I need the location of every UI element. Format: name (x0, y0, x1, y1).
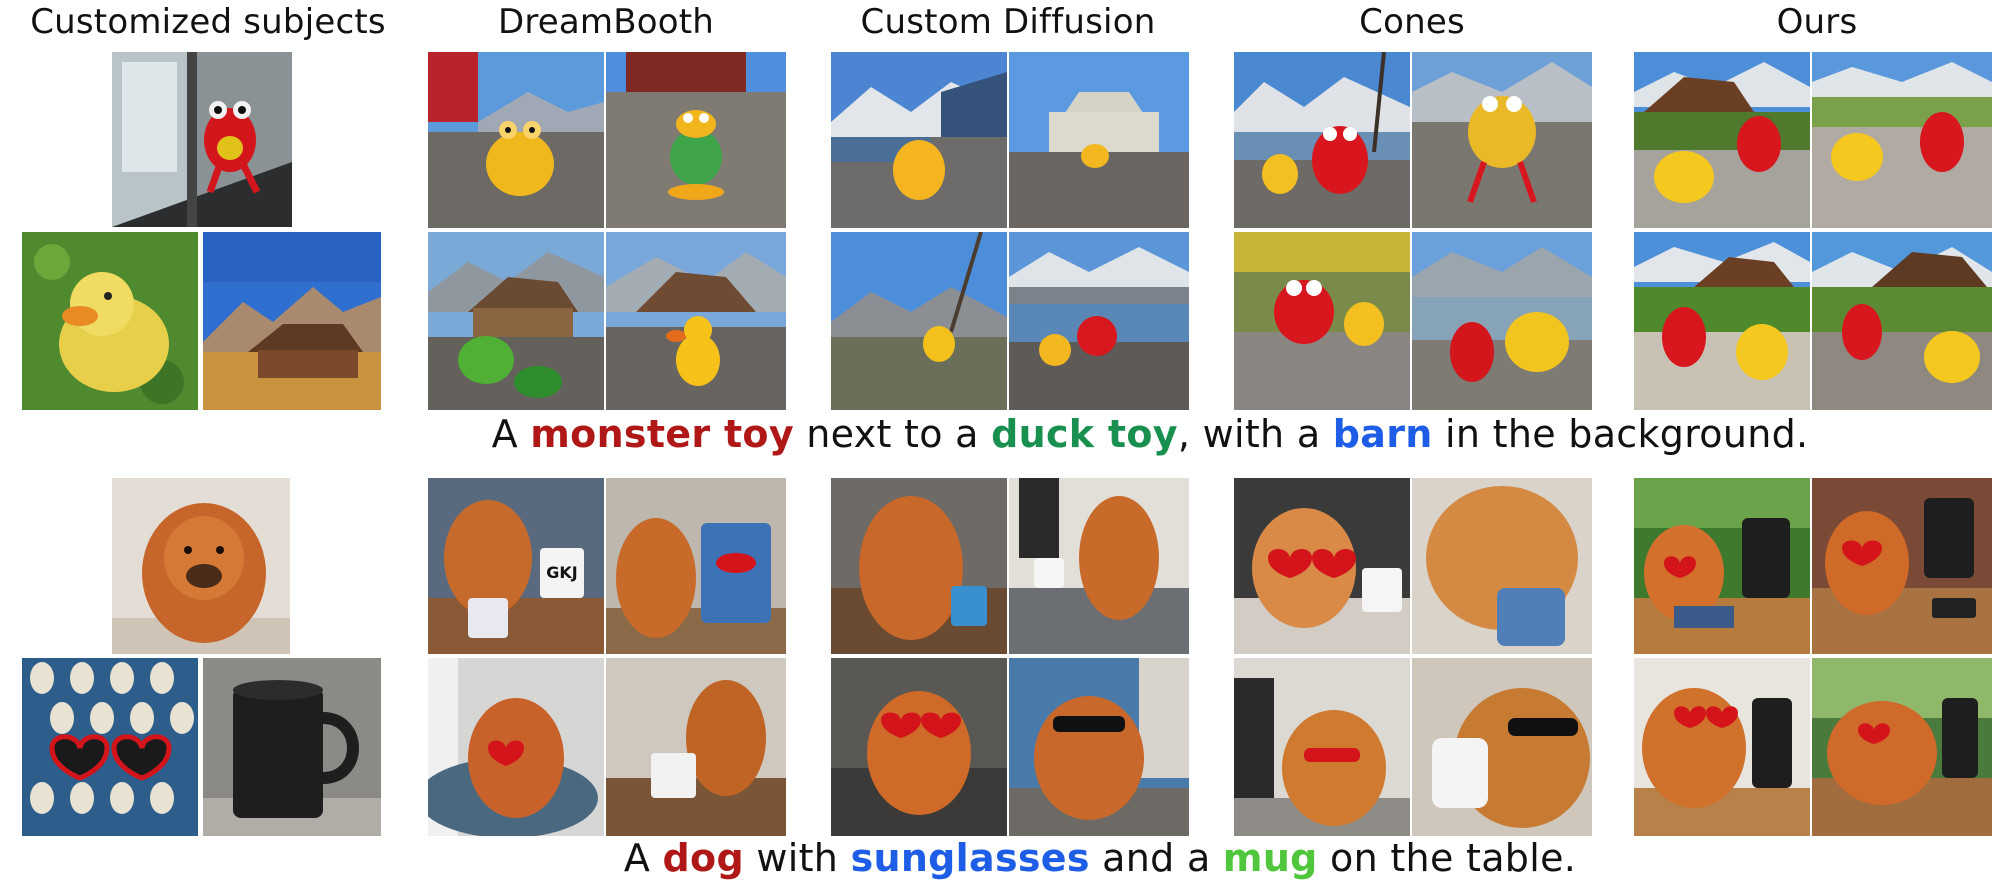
header-dreambooth: DreamBooth (497, 2, 715, 42)
subject-image-mug (203, 658, 381, 836)
result-ours-dog-1 (1634, 478, 1810, 654)
result-dreambooth-2 (606, 52, 786, 228)
result-ours-3 (1634, 232, 1810, 410)
result-cones-1 (1234, 52, 1410, 228)
result-dreambooth-4 (606, 232, 786, 410)
subject-image-dog (112, 478, 290, 654)
caption-row-2-text-1: A (623, 836, 663, 880)
subject-image-duck-toy (22, 232, 198, 410)
subject-image-monster-toy (112, 52, 292, 227)
caption-row-1-text-3: , with a (1177, 412, 1333, 456)
result-custom-diffusion-dog-3 (831, 658, 1007, 836)
result-cones-dog-4 (1412, 658, 1592, 836)
header-customized-subjects: Customized subjects (30, 2, 386, 42)
caption-row-2-text-3: and a (1089, 836, 1223, 880)
result-ours-dog-2 (1812, 478, 1992, 654)
caption-row-1-monster-toy: monster toy (530, 412, 794, 456)
caption-row-2-mug: mug (1222, 836, 1318, 880)
result-ours-1 (1634, 52, 1810, 228)
result-ours-dog-3 (1634, 658, 1810, 836)
result-ours-2 (1812, 52, 1992, 228)
result-dreambooth-dog-2 (606, 478, 786, 654)
result-dreambooth-dog-4 (606, 658, 786, 836)
result-cones-dog-1 (1234, 478, 1410, 654)
caption-row-2-text-2: with (743, 836, 851, 880)
header-cones: Cones (1359, 2, 1465, 42)
result-custom-diffusion-4 (1009, 232, 1189, 410)
result-ours-dog-4 (1812, 658, 1992, 836)
result-custom-diffusion-2 (1009, 52, 1189, 228)
caption-row-2-sunglasses: sunglasses (850, 836, 1090, 880)
result-custom-diffusion-3 (831, 232, 1007, 410)
result-cones-4 (1412, 232, 1592, 410)
header-ours: Ours (1776, 2, 1858, 42)
caption-row-1-barn: barn (1332, 412, 1433, 456)
caption-row-2-dog: dog (662, 836, 744, 880)
result-cones-dog-3 (1234, 658, 1410, 836)
result-dreambooth-1 (428, 52, 604, 228)
result-cones-2 (1412, 52, 1592, 228)
mug-label: GKJ (546, 563, 577, 582)
result-dreambooth-dog-3 (428, 658, 604, 836)
subject-image-barn (203, 232, 381, 410)
caption-row-1-text-4: in the background. (1432, 412, 1809, 456)
result-custom-diffusion-dog-2 (1009, 478, 1189, 654)
result-cones-3 (1234, 232, 1410, 410)
header-custom-diffusion: Custom Diffusion (860, 2, 1156, 42)
result-cones-dog-2 (1412, 478, 1592, 654)
result-custom-diffusion-dog-1 (831, 478, 1007, 654)
caption-row-1-duck-toy: duck toy (991, 412, 1178, 456)
caption-row-1-text-2: next to a (793, 412, 992, 456)
result-dreambooth-dog-1: GKJ (428, 478, 604, 654)
result-custom-diffusion-dog-4 (1009, 658, 1189, 836)
result-ours-4 (1812, 232, 1992, 410)
subject-image-sunglasses (22, 658, 198, 836)
caption-row-2: A dog with sunglasses and a mug on the t… (0, 836, 2000, 880)
result-custom-diffusion-1 (831, 52, 1007, 228)
caption-row-2-text-4: on the table. (1317, 836, 1577, 880)
caption-row-1-text-1: A (491, 412, 531, 456)
result-dreambooth-3 (428, 232, 604, 410)
caption-row-1: A monster toy next to a duck toy, with a… (0, 412, 2000, 456)
